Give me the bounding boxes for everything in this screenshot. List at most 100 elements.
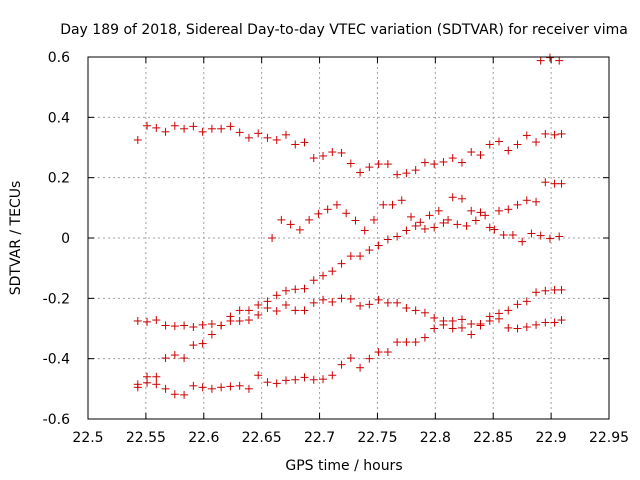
data-point	[319, 271, 328, 280]
data-point	[550, 179, 559, 188]
data-point	[319, 151, 328, 160]
data-point	[235, 128, 244, 137]
data-point	[397, 196, 406, 205]
data-point	[198, 127, 207, 136]
data-point	[309, 276, 318, 285]
data-point	[476, 321, 485, 330]
data-point	[467, 319, 476, 328]
data-point	[314, 209, 323, 218]
data-point	[244, 316, 253, 325]
data-point	[152, 380, 161, 389]
x-tick-label: 22.6	[188, 430, 219, 446]
data-point	[328, 297, 337, 306]
data-point	[272, 291, 281, 300]
data-point	[402, 303, 411, 312]
data-point	[365, 354, 374, 363]
data-point	[420, 224, 429, 233]
data-point	[448, 324, 457, 333]
data-point	[309, 154, 318, 163]
data-point	[462, 221, 471, 230]
data-point	[471, 216, 480, 225]
data-point	[467, 148, 476, 157]
data-point	[550, 318, 559, 327]
data-point	[439, 218, 448, 227]
x-tick-label: 22.75	[357, 430, 397, 446]
data-point	[244, 133, 253, 142]
data-point	[504, 323, 513, 332]
data-point	[152, 372, 161, 381]
data-point	[189, 341, 198, 350]
data-point	[226, 122, 235, 131]
data-point	[532, 288, 541, 297]
data-point	[346, 354, 355, 363]
data-point	[323, 205, 332, 214]
data-point	[170, 322, 179, 331]
data-point	[369, 215, 378, 224]
data-point	[453, 220, 462, 229]
data-point	[532, 320, 541, 329]
y-tick-label: 0.6	[48, 50, 70, 66]
data-point	[550, 285, 559, 294]
data-point	[393, 170, 402, 179]
data-point	[268, 234, 277, 242]
data-point	[508, 230, 517, 239]
data-point	[411, 338, 420, 347]
data-point	[244, 306, 253, 315]
data-point	[522, 131, 531, 140]
data-point	[420, 333, 429, 342]
data-point	[532, 197, 541, 206]
y-axis-label: SDTVAR / TECUs	[8, 181, 24, 296]
data-point	[504, 306, 513, 315]
data-point	[383, 298, 392, 307]
data-point	[207, 330, 216, 339]
data-point	[152, 316, 161, 325]
y-axis-ticks: -0.6 -0.4 -0.2 0 0.2 0.4 0.6	[43, 50, 609, 428]
data-point	[254, 371, 263, 380]
data-point	[226, 312, 235, 321]
data-point	[457, 315, 466, 324]
data-point	[295, 225, 304, 234]
data-point	[332, 200, 341, 209]
data-point	[300, 306, 309, 315]
data-point	[263, 133, 272, 142]
data-point	[235, 381, 244, 390]
x-tick-label: 22.55	[126, 430, 166, 446]
data-point	[254, 300, 263, 309]
data-point	[522, 196, 531, 205]
y-tick-label: 0.4	[48, 110, 70, 126]
data-point	[536, 56, 545, 65]
data-point	[557, 285, 566, 294]
data-point	[272, 379, 281, 388]
data-point	[161, 321, 170, 330]
data-point	[383, 235, 392, 244]
data-point	[180, 321, 189, 330]
data-point	[319, 375, 328, 384]
data-point	[180, 124, 189, 133]
data-point	[263, 297, 272, 306]
y-tick-label: -0.2	[43, 291, 70, 307]
data-point	[541, 286, 550, 295]
data-point	[545, 53, 554, 62]
data-point	[430, 324, 439, 333]
data-point	[235, 306, 244, 315]
data-point	[388, 200, 397, 209]
data-point	[495, 137, 504, 146]
data-point	[555, 232, 564, 241]
data-point	[476, 151, 485, 160]
data-point	[365, 163, 374, 172]
data-point	[360, 226, 369, 235]
data-point	[522, 297, 531, 306]
data-point	[457, 323, 466, 332]
data-point	[254, 129, 263, 138]
data-point	[536, 231, 545, 240]
data-point	[365, 246, 374, 255]
data-point	[217, 124, 226, 133]
data-point	[420, 158, 429, 167]
data-point	[555, 56, 564, 65]
x-tick-label: 22.7	[304, 430, 335, 446]
data-point	[550, 130, 559, 139]
data-point	[309, 375, 318, 384]
data-point	[557, 316, 566, 325]
data-point	[374, 295, 383, 304]
